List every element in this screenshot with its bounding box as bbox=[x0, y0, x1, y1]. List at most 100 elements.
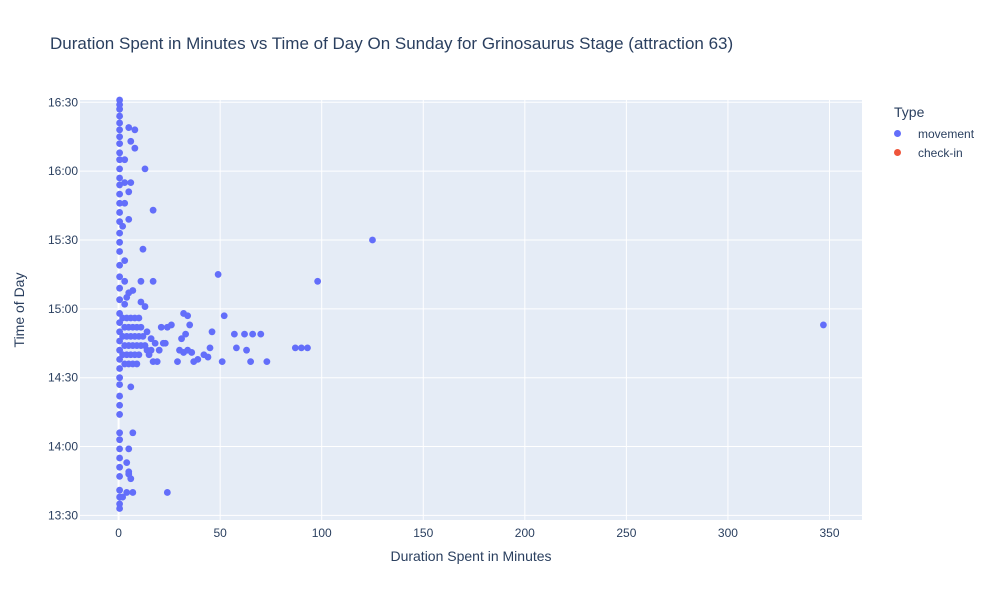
data-point-movement[interactable] bbox=[139, 332, 147, 340]
data-point-movement[interactable] bbox=[123, 459, 131, 467]
data-point-movement[interactable] bbox=[125, 124, 133, 131]
data-point-movement[interactable] bbox=[121, 156, 129, 164]
data-point-movement[interactable] bbox=[119, 493, 127, 501]
data-point-movement[interactable] bbox=[297, 344, 305, 352]
data-points[interactable] bbox=[116, 96, 827, 512]
data-point-movement[interactable] bbox=[123, 293, 131, 301]
data-point-movement[interactable] bbox=[121, 199, 129, 207]
data-point-movement[interactable] bbox=[129, 489, 137, 496]
data-point-movement[interactable] bbox=[163, 489, 171, 496]
data-point-movement[interactable] bbox=[182, 330, 190, 338]
data-point-movement[interactable] bbox=[116, 156, 124, 164]
data-point-movement[interactable] bbox=[116, 248, 124, 255]
plot-area[interactable] bbox=[80, 100, 862, 520]
data-point-movement[interactable] bbox=[218, 358, 226, 366]
data-point-movement[interactable] bbox=[116, 436, 124, 444]
data-point-movement[interactable] bbox=[188, 349, 196, 356]
data-point-movement[interactable] bbox=[127, 475, 135, 483]
data-point-movement[interactable] bbox=[116, 229, 124, 237]
data-point-movement[interactable] bbox=[153, 358, 161, 366]
data-point-movement[interactable] bbox=[135, 351, 143, 359]
data-point-movement[interactable] bbox=[820, 321, 827, 329]
data-point-movement[interactable] bbox=[147, 335, 155, 343]
data-point-movement[interactable] bbox=[247, 358, 255, 366]
data-point-movement[interactable] bbox=[116, 105, 124, 113]
data-point-movement[interactable] bbox=[131, 126, 139, 134]
data-point-movement[interactable] bbox=[263, 358, 271, 366]
data-point-movement[interactable] bbox=[116, 165, 124, 173]
data-point-movement[interactable] bbox=[116, 505, 124, 512]
data-point-movement[interactable] bbox=[116, 392, 124, 400]
data-point-movement[interactable] bbox=[116, 381, 124, 388]
data-point-movement[interactable] bbox=[116, 190, 124, 198]
data-point-movement[interactable] bbox=[116, 261, 124, 269]
data-point-movement[interactable] bbox=[116, 273, 124, 281]
data-point-movement[interactable] bbox=[116, 238, 124, 246]
data-point-movement[interactable] bbox=[127, 179, 135, 187]
data-point-movement[interactable] bbox=[135, 314, 143, 322]
data-point-movement[interactable] bbox=[125, 215, 133, 223]
data-point-movement[interactable] bbox=[155, 346, 163, 354]
data-point-movement[interactable] bbox=[249, 330, 257, 338]
data-point-movement[interactable] bbox=[116, 209, 124, 216]
data-point-movement[interactable] bbox=[220, 312, 228, 320]
data-point-movement[interactable] bbox=[208, 328, 216, 336]
data-point-movement[interactable] bbox=[143, 328, 151, 336]
data-point-movement[interactable] bbox=[116, 133, 124, 141]
data-point-movement[interactable] bbox=[121, 257, 129, 265]
data-point-movement[interactable] bbox=[184, 312, 192, 320]
data-point-movement[interactable] bbox=[151, 339, 159, 347]
data-point-movement[interactable] bbox=[149, 206, 157, 214]
data-point-movement[interactable] bbox=[304, 344, 311, 352]
data-point-movement[interactable] bbox=[119, 222, 127, 230]
data-point-movement[interactable] bbox=[125, 188, 133, 196]
data-point-movement[interactable] bbox=[233, 344, 240, 352]
data-point-movement[interactable] bbox=[116, 296, 124, 304]
data-point-movement[interactable] bbox=[174, 358, 181, 366]
data-point-movement[interactable] bbox=[116, 126, 124, 134]
data-point-movement[interactable] bbox=[121, 277, 129, 285]
data-point-movement[interactable] bbox=[369, 236, 376, 244]
data-point-movement[interactable] bbox=[127, 383, 135, 391]
data-point-movement[interactable] bbox=[116, 181, 124, 189]
data-point-movement[interactable] bbox=[314, 277, 322, 285]
data-point-movement[interactable] bbox=[291, 344, 299, 352]
data-point-movement[interactable] bbox=[133, 360, 141, 368]
data-point-movement[interactable] bbox=[230, 330, 238, 338]
data-point-movement[interactable] bbox=[116, 119, 124, 127]
data-point-movement[interactable] bbox=[131, 144, 139, 152]
data-point-movement[interactable] bbox=[116, 199, 124, 207]
data-point-movement[interactable] bbox=[116, 463, 124, 471]
data-point-movement[interactable] bbox=[137, 323, 145, 331]
data-point-movement[interactable] bbox=[147, 346, 155, 354]
data-point-movement[interactable] bbox=[116, 445, 124, 453]
data-point-movement[interactable] bbox=[125, 445, 133, 453]
data-point-movement[interactable] bbox=[121, 300, 129, 308]
data-point-movement[interactable] bbox=[206, 344, 214, 352]
data-point-movement[interactable] bbox=[116, 401, 124, 409]
data-point-movement[interactable] bbox=[129, 429, 137, 437]
data-point-movement[interactable] bbox=[121, 179, 129, 187]
data-point-movement[interactable] bbox=[157, 323, 165, 331]
data-point-movement[interactable] bbox=[116, 411, 124, 418]
data-point-movement[interactable] bbox=[116, 374, 124, 382]
data-point-movement[interactable] bbox=[194, 355, 202, 363]
legend-item-movement[interactable]: movement bbox=[894, 124, 974, 143]
data-point-movement[interactable] bbox=[168, 321, 175, 329]
data-point-movement[interactable] bbox=[116, 429, 124, 437]
legend-item-check-in[interactable]: check-in bbox=[894, 143, 974, 162]
data-point-movement[interactable] bbox=[137, 298, 145, 306]
data-point-movement[interactable] bbox=[116, 486, 124, 494]
data-point-movement[interactable] bbox=[123, 489, 131, 496]
data-point-movement[interactable] bbox=[204, 353, 212, 361]
data-point-movement[interactable] bbox=[116, 112, 124, 120]
data-point-movement[interactable] bbox=[241, 330, 248, 338]
data-point-movement[interactable] bbox=[178, 335, 185, 343]
data-point-movement[interactable] bbox=[116, 140, 124, 148]
data-point-movement[interactable] bbox=[116, 174, 124, 182]
data-point-movement[interactable] bbox=[149, 277, 157, 285]
data-point-movement[interactable] bbox=[257, 330, 265, 338]
data-point-movement[interactable] bbox=[116, 365, 124, 372]
data-point-movement[interactable] bbox=[127, 137, 135, 145]
